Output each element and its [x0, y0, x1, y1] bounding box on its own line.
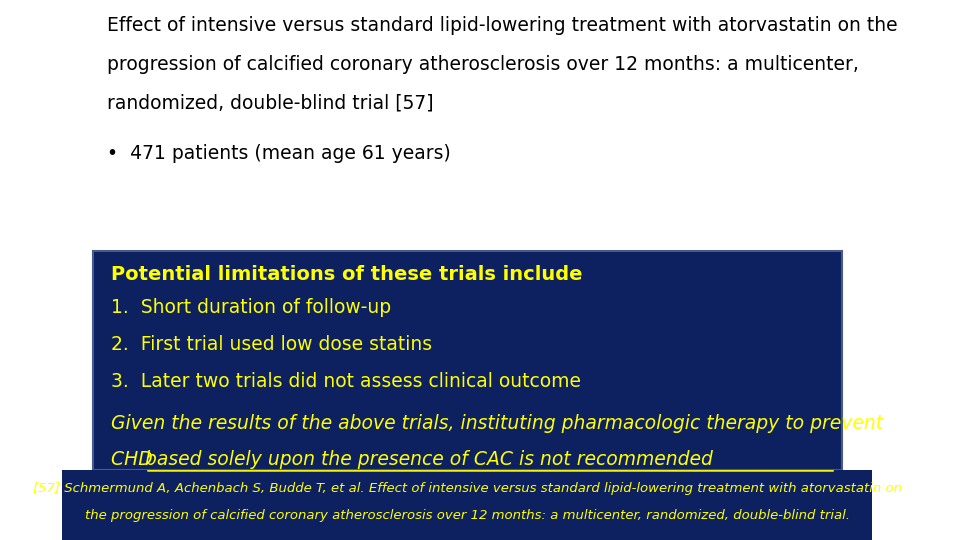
Text: randomized, double-blind trial [57]: randomized, double-blind trial [57]: [108, 94, 434, 113]
Text: Potential limitations of these trials include: Potential limitations of these trials in…: [111, 265, 583, 284]
Text: based solely upon the presence of CAC is not recommended: based solely upon the presence of CAC is…: [145, 450, 713, 469]
Text: •  471 patients (mean age 61 years): • 471 patients (mean age 61 years): [108, 144, 451, 163]
FancyBboxPatch shape: [62, 470, 873, 540]
FancyBboxPatch shape: [93, 251, 842, 470]
Text: CHD: CHD: [111, 450, 158, 469]
Text: Effect of intensive versus standard lipid-lowering treatment with atorvastatin o: Effect of intensive versus standard lipi…: [108, 16, 898, 35]
Text: 1.  Short duration of follow-up: 1. Short duration of follow-up: [111, 298, 392, 317]
Text: [57] Schmermund A, Achenbach S, Budde T, et al. Effect of intensive versus stand: [57] Schmermund A, Achenbach S, Budde T,…: [33, 482, 902, 495]
Text: Given the results of the above trials, instituting pharmacologic therapy to prev: Given the results of the above trials, i…: [111, 414, 883, 433]
Text: progression of calcified coronary atherosclerosis over 12 months: a multicenter,: progression of calcified coronary athero…: [108, 55, 859, 74]
Text: the progression of calcified coronary atherosclerosis over 12 months: a multicen: the progression of calcified coronary at…: [85, 509, 850, 522]
Text: 3.  Later two trials did not assess clinical outcome: 3. Later two trials did not assess clini…: [111, 372, 581, 390]
Text: 2.  First trial used low dose statins: 2. First trial used low dose statins: [111, 335, 432, 354]
